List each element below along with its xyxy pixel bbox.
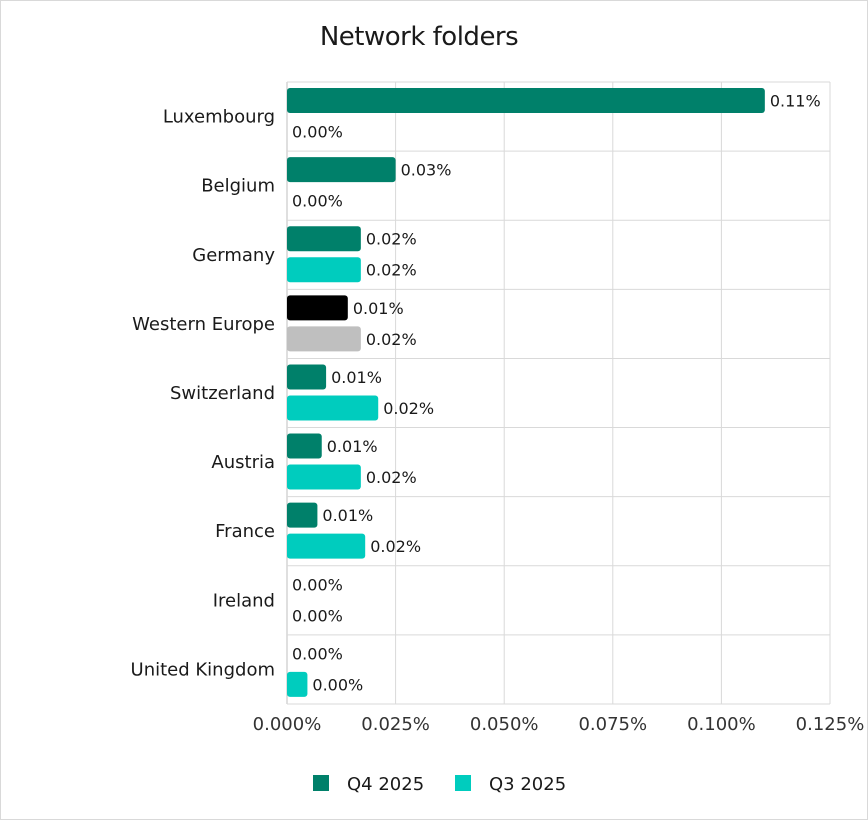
category-label: Luxembourg <box>163 107 275 128</box>
bar <box>287 671 308 697</box>
data-label: 0.02% <box>383 399 434 418</box>
bar <box>287 395 379 421</box>
bar <box>287 533 366 559</box>
bar <box>287 257 361 283</box>
data-label: 0.11% <box>770 92 821 111</box>
data-label: 0.00% <box>292 575 343 594</box>
category-label: Germany <box>192 245 275 266</box>
data-label: 0.01% <box>322 506 373 525</box>
category-label: United Kingdom <box>131 659 275 680</box>
category-label: Switzerland <box>170 383 275 404</box>
bar <box>287 157 396 183</box>
data-label: 0.03% <box>401 161 452 180</box>
category-label: Austria <box>211 452 275 473</box>
category-label: Ireland <box>213 590 275 611</box>
bar <box>287 88 765 113</box>
bar <box>287 502 318 528</box>
data-label: 0.01% <box>331 368 382 387</box>
data-label: 0.02% <box>370 537 421 556</box>
data-label: 0.00% <box>292 606 343 625</box>
data-label: 0.02% <box>366 261 417 280</box>
x-tick-label: 0.075% <box>578 714 647 735</box>
x-tick-label: 0.000% <box>253 714 322 735</box>
data-label: 0.00% <box>292 123 343 142</box>
category-labels: Luxembourg Belgium Germany Western Europe Sw… <box>131 107 276 681</box>
bar <box>287 364 327 390</box>
bar <box>287 464 361 490</box>
bar <box>287 433 322 459</box>
chart-title: Network folders <box>320 22 518 52</box>
legend-label: Q4 2025 <box>347 774 424 795</box>
category-label: Belgium <box>201 176 275 197</box>
gridlines <box>286 81 831 705</box>
category-label: Western Europe <box>132 314 275 335</box>
data-label: 0.01% <box>327 437 378 456</box>
data-label: 0.00% <box>312 675 363 694</box>
bar <box>287 226 361 252</box>
bar <box>287 326 361 352</box>
bars <box>287 88 765 697</box>
data-label: 0.02% <box>366 330 417 349</box>
data-label: 0.01% <box>353 299 404 318</box>
data-label: 0.00% <box>292 192 343 211</box>
legend-swatch <box>313 775 329 791</box>
x-tick-label: 0.125% <box>796 714 865 735</box>
category-label: France <box>215 521 275 542</box>
x-tick-label: 0.025% <box>361 714 430 735</box>
legend-swatch <box>455 775 471 791</box>
data-label: 0.00% <box>292 644 343 663</box>
legend: Q4 2025 Q3 2025 <box>313 774 566 795</box>
data-label: 0.02% <box>366 230 417 249</box>
data-label: 0.02% <box>366 468 417 487</box>
bar <box>287 295 348 321</box>
x-axis-ticks: 0.000% 0.025% 0.050% 0.075% 0.100% 0.125% <box>253 714 865 735</box>
x-tick-label: 0.050% <box>470 714 539 735</box>
legend-label: Q3 2025 <box>489 774 566 795</box>
data-labels: 0.11%0.00%0.03%0.00%0.02%0.02%0.01%0.02%… <box>292 92 821 695</box>
x-tick-label: 0.100% <box>687 714 756 735</box>
